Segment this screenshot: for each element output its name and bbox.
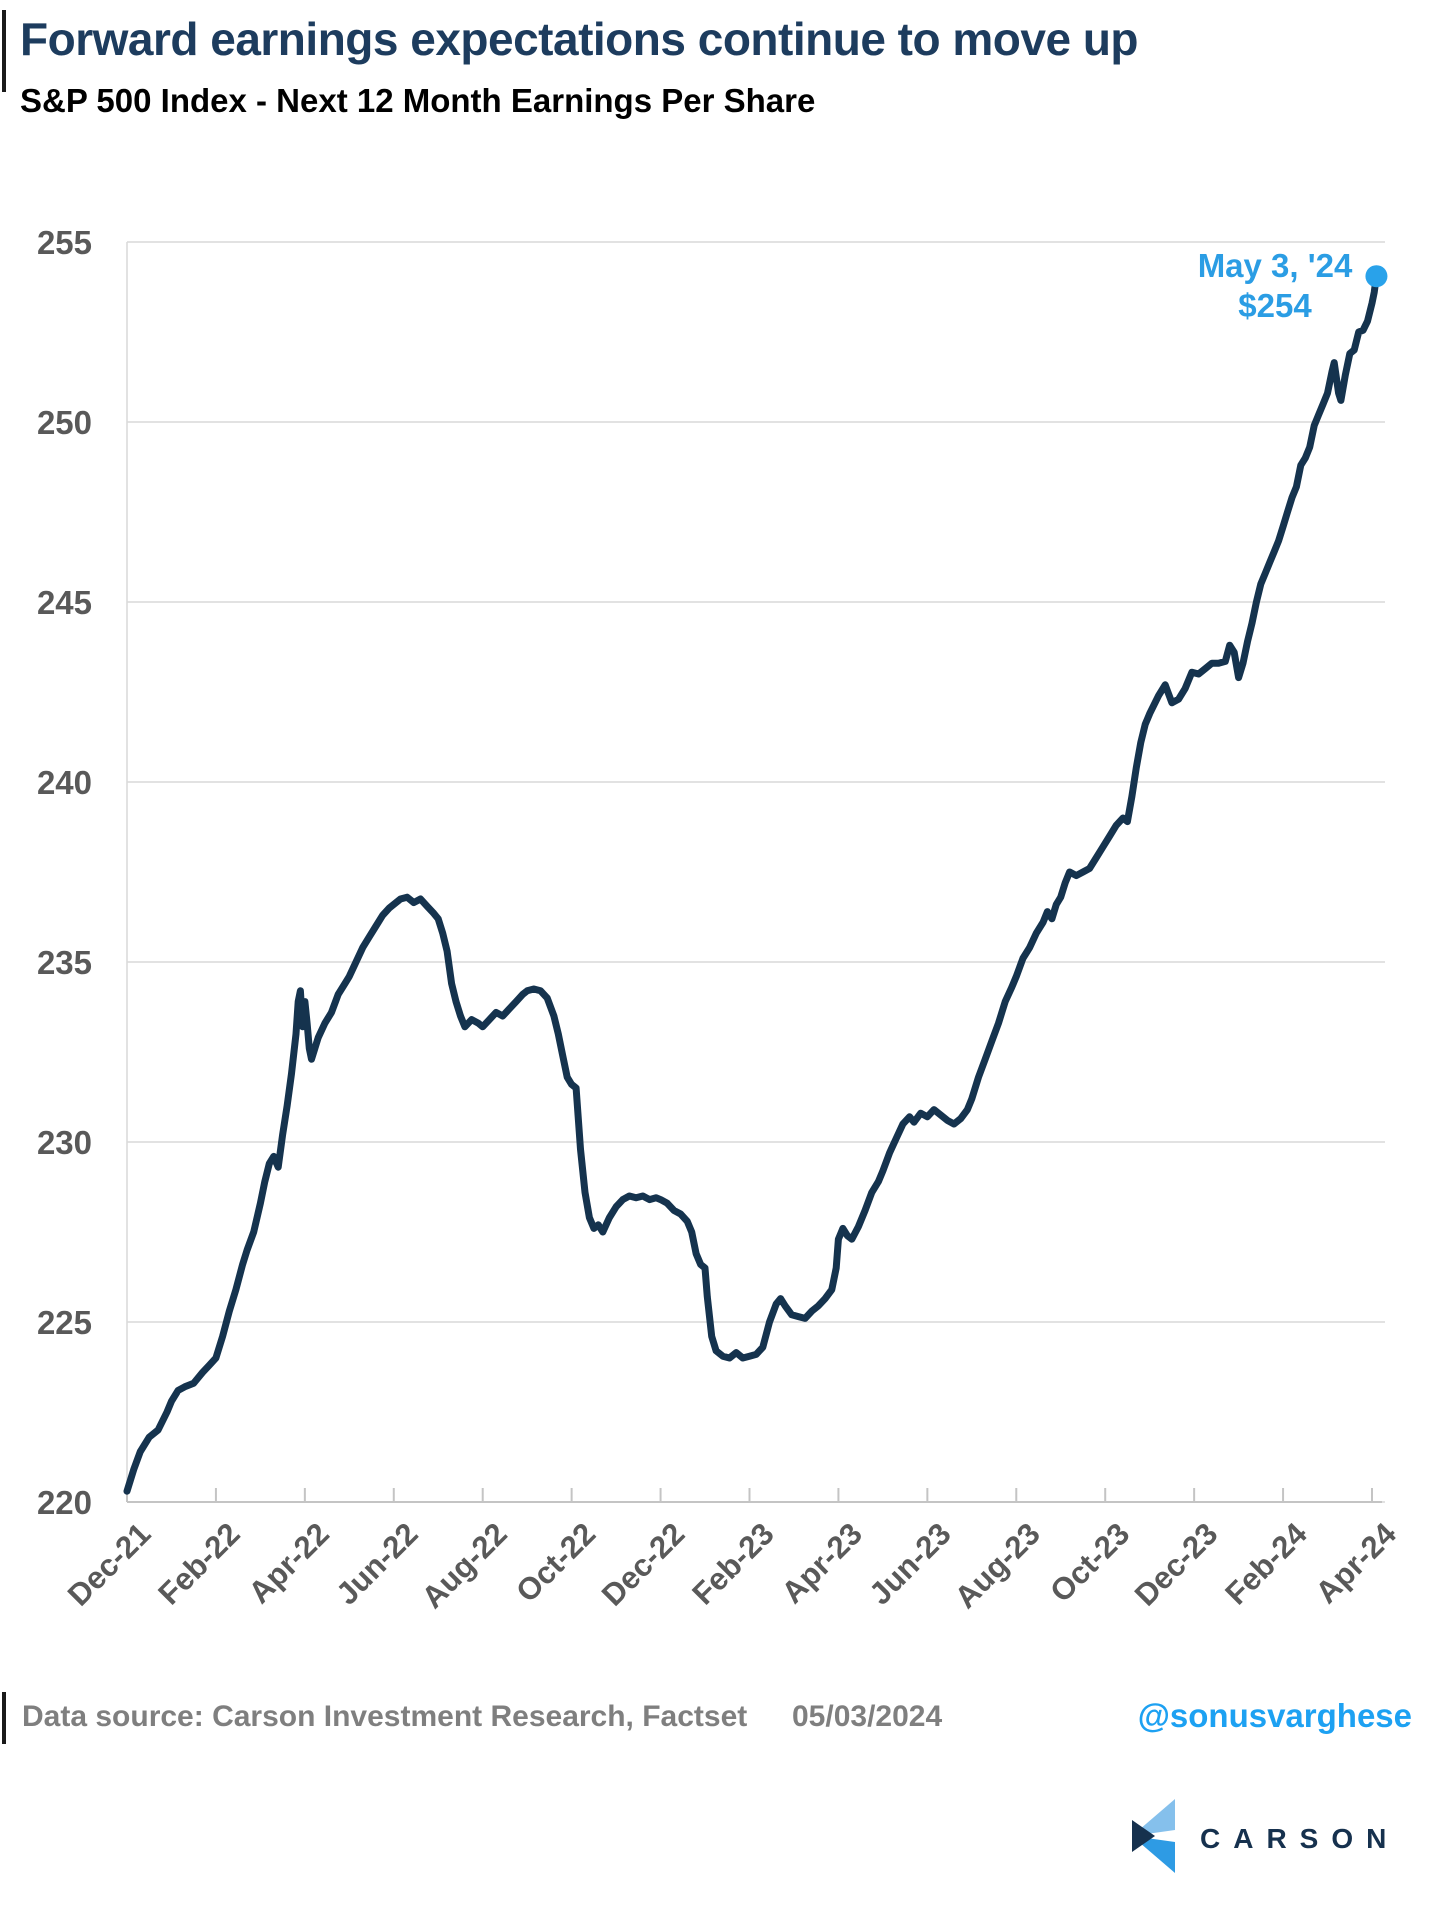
- last-point-annotation: May 3, '24 $254: [1185, 246, 1365, 326]
- y-axis-label-235: 235: [36, 944, 92, 981]
- footer-source: Data source: Carson Investment Research,…: [22, 1700, 748, 1733]
- y-axis-label-225: 225: [36, 1304, 92, 1341]
- annotation-value: $254: [1238, 287, 1312, 324]
- carson-logo-text: CARSON: [1200, 1823, 1400, 1854]
- page-title: Forward earnings expectations continue t…: [20, 13, 1139, 65]
- y-axis-label-245: 245: [36, 584, 92, 621]
- y-axis-label-240: 240: [36, 764, 92, 801]
- y-axis-label-255: 255: [36, 224, 92, 261]
- end-point-dot: [1365, 265, 1388, 288]
- title-accent-bar: [2, 10, 6, 92]
- carson-logo-mark-icon: [1132, 1799, 1175, 1873]
- y-axis-label-250: 250: [36, 404, 92, 441]
- chart-subtitle: S&P 500 Index - Next 12 Month Earnings P…: [20, 82, 816, 119]
- footer-date: 05/03/2024: [792, 1700, 943, 1733]
- y-axis-label-230: 230: [36, 1124, 92, 1161]
- footer-accent-bar: [2, 1692, 6, 1744]
- eps-data-line: [123, 272, 1380, 1495]
- y-axis-label-220: 220: [36, 1484, 92, 1521]
- twitter-handle[interactable]: @sonusvarghese: [1137, 1697, 1412, 1734]
- annotation-date: May 3, '24: [1197, 247, 1353, 284]
- carson-logo: CARSON: [1128, 1798, 1428, 1878]
